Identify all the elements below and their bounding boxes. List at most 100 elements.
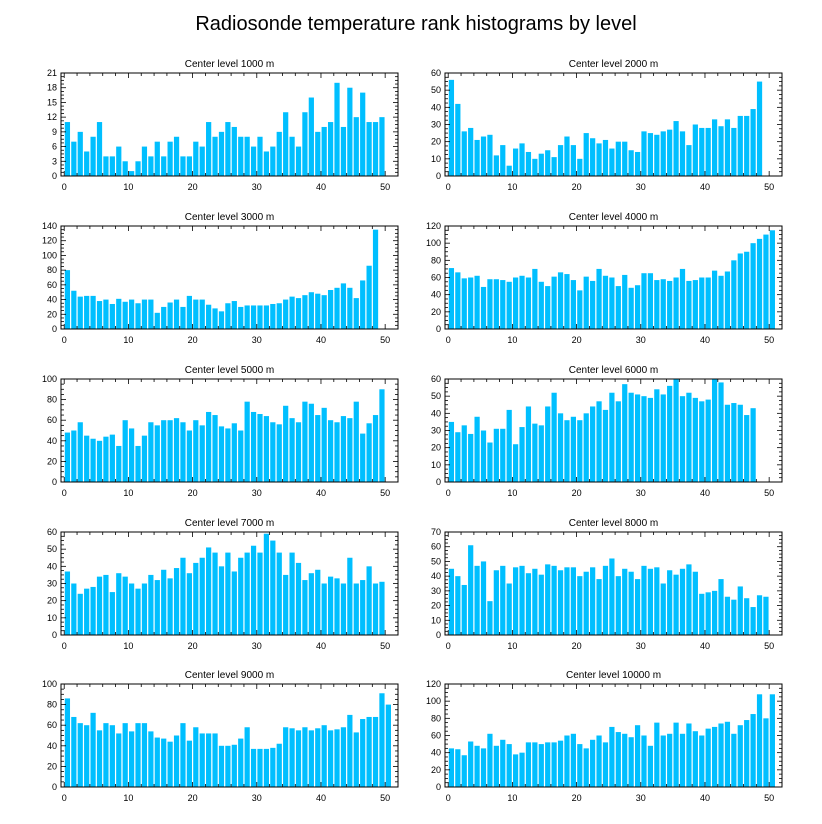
y-tick-label: 40 xyxy=(431,408,441,418)
x-tick-label: 0 xyxy=(62,793,67,803)
bar xyxy=(77,593,83,635)
bar xyxy=(372,716,379,787)
bar xyxy=(244,136,250,176)
bar xyxy=(590,739,596,787)
bar xyxy=(96,730,103,787)
bar xyxy=(199,557,205,635)
bar xyxy=(602,139,609,176)
bar xyxy=(186,156,192,176)
bar xyxy=(385,704,391,787)
bar xyxy=(347,87,353,176)
bar xyxy=(212,308,218,329)
y-tick-label: 60 xyxy=(431,374,441,384)
y-tick-label: 50 xyxy=(47,544,57,554)
x-tick-label: 40 xyxy=(700,641,710,651)
x-tick-label: 50 xyxy=(764,793,774,803)
bar xyxy=(660,583,666,635)
bar xyxy=(148,299,154,329)
bar xyxy=(602,742,609,787)
bar xyxy=(590,138,596,176)
bar xyxy=(340,416,347,482)
bar xyxy=(615,141,621,176)
bar xyxy=(519,752,525,787)
bar xyxy=(270,747,276,787)
bar xyxy=(570,416,576,482)
bar xyxy=(135,303,141,329)
bar xyxy=(756,595,763,635)
panel-title: Center level 2000 m xyxy=(569,59,659,70)
y-tick-label: 60 xyxy=(47,527,57,537)
bar xyxy=(289,136,295,176)
bar xyxy=(295,562,302,635)
bar xyxy=(173,299,180,329)
bar xyxy=(513,444,519,482)
bar xyxy=(321,126,327,176)
bar xyxy=(596,579,602,635)
bar xyxy=(705,277,711,329)
bar xyxy=(347,557,353,635)
x-tick-label: 40 xyxy=(316,641,326,651)
bar xyxy=(103,723,109,787)
bar xyxy=(570,145,576,176)
bar xyxy=(360,433,366,482)
bar xyxy=(570,280,576,329)
bar xyxy=(711,590,718,635)
x-tick-label: 10 xyxy=(507,793,517,803)
y-tick-label: 0 xyxy=(436,477,441,487)
bar xyxy=(692,571,698,635)
bar xyxy=(218,311,225,329)
bar xyxy=(525,151,532,176)
x-tick-label: 50 xyxy=(380,641,390,651)
bar xyxy=(129,731,135,787)
bar xyxy=(295,422,302,482)
bar xyxy=(122,420,128,482)
bar xyxy=(641,131,647,176)
bar xyxy=(551,742,557,787)
bar xyxy=(628,150,634,176)
x-tick-label: 0 xyxy=(62,182,67,192)
bar xyxy=(506,165,512,176)
y-tick-label: 60 xyxy=(47,415,57,425)
bar xyxy=(218,745,225,787)
bar xyxy=(590,406,596,482)
bar xyxy=(468,277,474,329)
bar xyxy=(276,743,282,787)
bar xyxy=(360,580,366,635)
y-tick-label: 0 xyxy=(436,171,441,181)
panel-title: Center level 7000 m xyxy=(185,518,275,529)
x-tick-label: 10 xyxy=(507,488,517,498)
bar xyxy=(487,442,493,482)
y-tick-label: 60 xyxy=(431,731,441,741)
bar xyxy=(167,578,173,635)
bar xyxy=(673,379,679,482)
bar xyxy=(206,411,212,482)
bar xyxy=(545,564,551,635)
bar xyxy=(583,276,589,329)
bar xyxy=(532,423,538,482)
bar xyxy=(360,719,366,787)
bar xyxy=(596,268,602,329)
bar xyxy=(506,409,512,482)
bar xyxy=(557,740,564,787)
bar xyxy=(583,571,589,635)
bar xyxy=(167,420,173,482)
bar xyxy=(116,733,122,787)
bar xyxy=(577,576,583,635)
bar xyxy=(609,726,615,787)
bar xyxy=(455,576,461,635)
bar xyxy=(731,599,737,635)
bar xyxy=(564,735,570,787)
bar xyxy=(699,277,705,329)
bar xyxy=(519,275,525,329)
bar xyxy=(667,129,673,176)
bar xyxy=(769,694,775,787)
bar xyxy=(212,552,218,635)
bar xyxy=(724,596,731,635)
bar xyxy=(673,722,679,787)
bar xyxy=(634,285,641,329)
bar xyxy=(154,737,160,787)
bar xyxy=(699,401,705,482)
x-tick-label: 50 xyxy=(764,488,774,498)
x-tick-label: 50 xyxy=(764,641,774,651)
bar xyxy=(64,122,71,176)
